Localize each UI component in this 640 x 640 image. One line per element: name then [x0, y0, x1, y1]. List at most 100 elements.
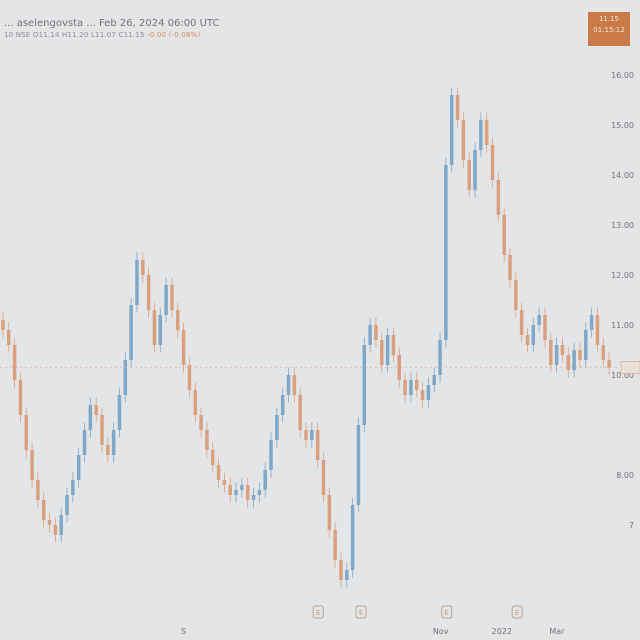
candle-body [65, 495, 69, 515]
candle-body [414, 380, 419, 390]
candle-body [607, 360, 611, 368]
candle-body [420, 390, 425, 400]
current-price-badge: 11.15 01:15:12 [588, 12, 630, 46]
candle-body [391, 335, 396, 355]
candle-body [601, 345, 606, 360]
y-tick-label: 15.00 [611, 121, 634, 130]
candle-body [257, 490, 262, 495]
candle-body [205, 430, 209, 450]
candle-body [584, 330, 588, 360]
candle-body [36, 480, 40, 500]
ohlc-readout: 10 NSE O11.14 H11.20 L11.07 C11.15 -0.00… [4, 31, 200, 39]
candle-body [240, 485, 244, 490]
candle-body [88, 405, 93, 430]
candle-body [473, 150, 477, 190]
candle-body [181, 330, 186, 365]
candle-body [71, 480, 75, 495]
candle-body [438, 340, 442, 375]
event-marker-icon [511, 605, 523, 619]
candle-body [368, 325, 372, 345]
candle-body [479, 120, 483, 150]
candle-body [304, 430, 308, 440]
candle-body [444, 165, 448, 340]
candle-body [187, 365, 192, 390]
candle-body [117, 395, 122, 430]
candle-body [176, 310, 180, 330]
candle-body [106, 445, 110, 455]
candle-body [47, 520, 52, 525]
candle-body [123, 360, 128, 395]
candle-body [350, 505, 355, 570]
candle-body [216, 465, 221, 480]
candle-body [234, 490, 238, 495]
candle-body [245, 485, 250, 500]
candle-body [310, 430, 314, 440]
event-marker-icon [312, 605, 324, 619]
candle-body [280, 395, 285, 415]
candle-body [426, 385, 431, 400]
candle-body [380, 340, 384, 365]
x-tick-label: Nov [433, 627, 449, 636]
candle-body [6, 330, 11, 345]
candle-body [286, 375, 291, 395]
candle-body [12, 345, 17, 380]
candle-body [222, 480, 227, 485]
badge-time: 01:15:12 [593, 26, 625, 34]
candle-body [321, 460, 326, 495]
candle-body [129, 305, 133, 360]
ohlc-values: 10 NSE O11.14 H11.20 L11.07 C11.15 [4, 31, 145, 39]
last-price-label-box [620, 361, 640, 374]
candle-body [135, 260, 139, 305]
candle-body [199, 415, 203, 430]
candle-body [566, 355, 571, 370]
candle-body [449, 95, 454, 165]
x-tick-label: 2022 [492, 627, 512, 636]
candle-body [315, 430, 320, 460]
candle-body [543, 315, 547, 340]
candle-body [409, 380, 413, 395]
candle-body [345, 570, 349, 580]
candle-body [251, 495, 256, 500]
candle-body [461, 120, 466, 160]
candle-body [537, 315, 541, 325]
candle-body [508, 255, 512, 280]
candle-body [333, 530, 337, 560]
candle-body [339, 560, 343, 580]
candle-body [362, 345, 367, 425]
candle-body [41, 500, 46, 520]
event-marker-label: E [359, 609, 363, 617]
y-tick-label: 14.00 [611, 171, 634, 180]
candle-body [385, 335, 390, 365]
candle-body [158, 315, 163, 345]
candle-body [514, 280, 518, 310]
candle-body [111, 430, 116, 455]
candle-body [263, 470, 267, 490]
candle-body [595, 315, 600, 345]
candle-body [403, 380, 407, 395]
y-tick-label: 10.00 [611, 371, 634, 380]
candle-body [100, 415, 104, 445]
candle-body [560, 345, 565, 355]
candle-body [578, 350, 582, 360]
candle-body [275, 415, 279, 440]
candle-body [164, 285, 168, 315]
x-tick-label: S [181, 627, 186, 636]
candle-body [327, 495, 332, 530]
candle-body [484, 120, 489, 145]
candle-body [141, 260, 145, 275]
badge-price: 11.15 [598, 15, 620, 23]
candle-body [76, 455, 81, 480]
y-tick-label: 8.00 [616, 471, 634, 480]
candle-body [82, 430, 87, 455]
candle-body [467, 160, 471, 190]
candle-body [432, 375, 436, 385]
candle-body [519, 310, 524, 335]
y-tick-label: 16.00 [611, 71, 634, 80]
event-marker-label: E [316, 609, 320, 617]
candle-body [146, 275, 151, 310]
y-tick-label: 11.00 [611, 321, 634, 330]
candle-body [496, 180, 501, 215]
candle-body [228, 485, 232, 495]
